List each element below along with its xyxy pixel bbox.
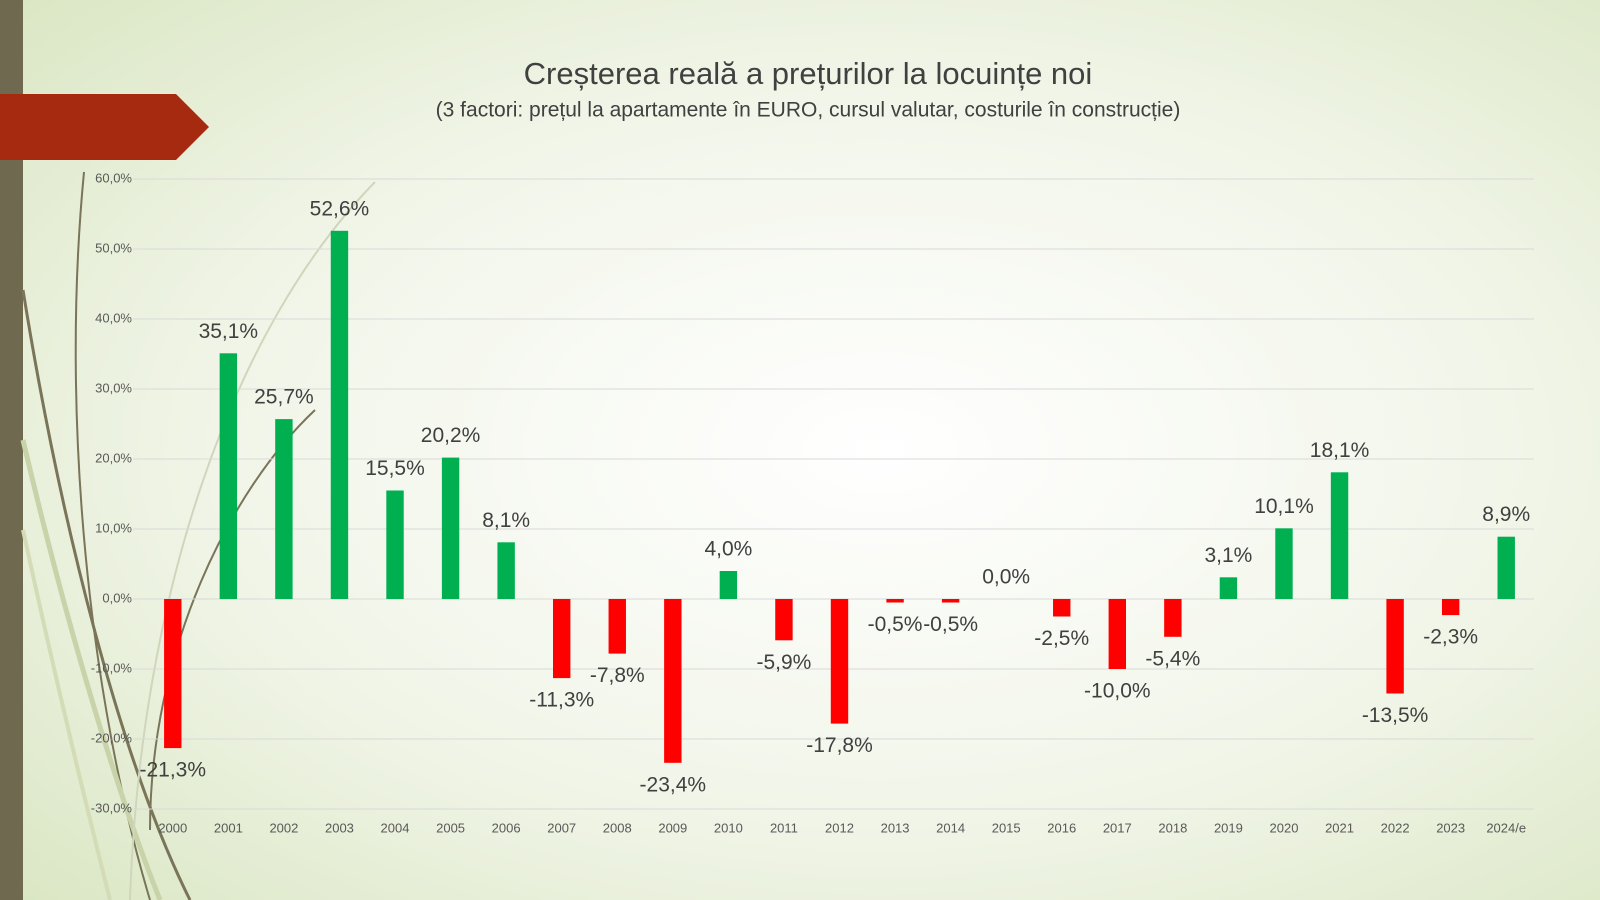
y-tick-label: 50,0% <box>95 240 132 255</box>
bar <box>1441 599 1460 616</box>
value-label: 8,1% <box>482 509 530 532</box>
bar <box>553 599 571 679</box>
x-tick-label: 2000 <box>158 820 187 835</box>
value-label: -13,5% <box>1362 704 1429 727</box>
x-tick-label: 2006 <box>492 820 521 835</box>
value-label: -21,3% <box>140 759 207 782</box>
x-tick-label: 2015 <box>992 820 1021 835</box>
x-tick-label: 2019 <box>1214 820 1243 835</box>
x-tick-label: 2011 <box>770 820 798 835</box>
value-label: 10,1% <box>1254 495 1314 518</box>
value-label: -5,4% <box>1145 647 1200 670</box>
bar <box>164 599 182 749</box>
bar <box>1053 599 1071 617</box>
x-tick-label: 2023 <box>1436 820 1465 835</box>
value-label: 0,0% <box>982 566 1030 589</box>
x-tick-label: 2021 <box>1325 820 1354 835</box>
bar <box>941 599 960 603</box>
x-tick-label: 2007 <box>547 820 576 835</box>
x-tick-label: 2012 <box>825 820 854 835</box>
value-label: 25,7% <box>254 386 314 409</box>
y-tick-label: 20,0% <box>95 450 132 465</box>
bar <box>330 230 349 600</box>
value-label: -2,3% <box>1423 626 1478 649</box>
x-tick-label: 2010 <box>714 820 743 835</box>
x-tick-label: 2014 <box>936 820 965 835</box>
value-label: 52,6% <box>310 197 370 220</box>
bar <box>219 353 238 599</box>
bar <box>441 457 460 599</box>
value-label: 35,1% <box>199 320 259 343</box>
x-tick-label: 2017 <box>1103 820 1132 835</box>
y-tick-label: 0,0% <box>102 590 132 605</box>
value-label: 8,9% <box>1482 503 1530 526</box>
value-label: 4,0% <box>704 538 752 561</box>
bar <box>1386 599 1404 694</box>
bar <box>775 599 793 641</box>
x-tick-label: 2003 <box>325 820 354 835</box>
bar <box>1108 599 1126 669</box>
plot: -30,0% -20,0% -10,0% 0,0% 10,0% 20,0% 30,0% 40,… <box>91 170 1534 835</box>
bar <box>1497 536 1515 599</box>
decoration <box>20 171 376 900</box>
x-tick-label: 2020 <box>1270 820 1299 835</box>
x-tick-label: 2013 <box>881 820 910 835</box>
bar <box>386 490 404 599</box>
y-tick-label: 30,0% <box>95 380 132 395</box>
x-tick-label: 2001 <box>214 820 243 835</box>
value-label: -0,5% <box>868 613 923 636</box>
bar <box>719 571 738 599</box>
bar <box>664 599 682 763</box>
accent-arrow <box>0 94 209 160</box>
value-label: -2,5% <box>1034 627 1089 650</box>
value-label: -10,0% <box>1084 680 1151 703</box>
bar <box>608 599 626 654</box>
value-label: 20,2% <box>421 424 481 447</box>
x-tick-label: 2005 <box>436 820 465 835</box>
side-strip <box>0 0 23 900</box>
x-tick-label: 2002 <box>269 820 298 835</box>
value-label: -11,3% <box>529 689 594 712</box>
bar <box>1219 577 1238 599</box>
chart-title: Creșterea reală a prețurilor la locuințe… <box>524 56 1093 91</box>
value-label: -23,4% <box>640 773 707 796</box>
bar <box>830 599 849 724</box>
bar <box>1275 528 1293 599</box>
value-label: -0,5% <box>923 613 978 636</box>
bar <box>1164 599 1182 637</box>
chart-subtitle: (3 factori: prețul la apartamente în EUR… <box>436 99 1181 122</box>
value-label: 15,5% <box>365 457 425 480</box>
y-tick-label: 60,0% <box>95 170 132 185</box>
bar <box>275 419 293 599</box>
bar <box>886 599 904 603</box>
x-tick-label: 2022 <box>1381 820 1410 835</box>
value-label: -17,8% <box>806 734 873 757</box>
value-label: -7,8% <box>590 664 645 687</box>
y-tick-label: 10,0% <box>95 520 132 535</box>
value-label: 3,1% <box>1204 544 1252 567</box>
x-tick-label: 2024/e <box>1486 820 1526 835</box>
y-tick-label: 40,0% <box>95 310 132 325</box>
bar <box>1330 472 1349 599</box>
x-tick-label: 2009 <box>658 820 687 835</box>
value-label: 18,1% <box>1310 439 1370 462</box>
bar <box>497 542 515 599</box>
y-tick-label: -10,0% <box>91 660 133 675</box>
x-tick-label: 2016 <box>1047 820 1076 835</box>
y-tick-label: -30,0% <box>91 800 133 815</box>
x-tick-label: 2004 <box>381 820 410 835</box>
value-label: -5,9% <box>757 651 812 674</box>
y-tick-label: -20,0% <box>91 730 133 745</box>
x-tick-label: 2018 <box>1158 820 1187 835</box>
x-tick-label: 2008 <box>603 820 632 835</box>
